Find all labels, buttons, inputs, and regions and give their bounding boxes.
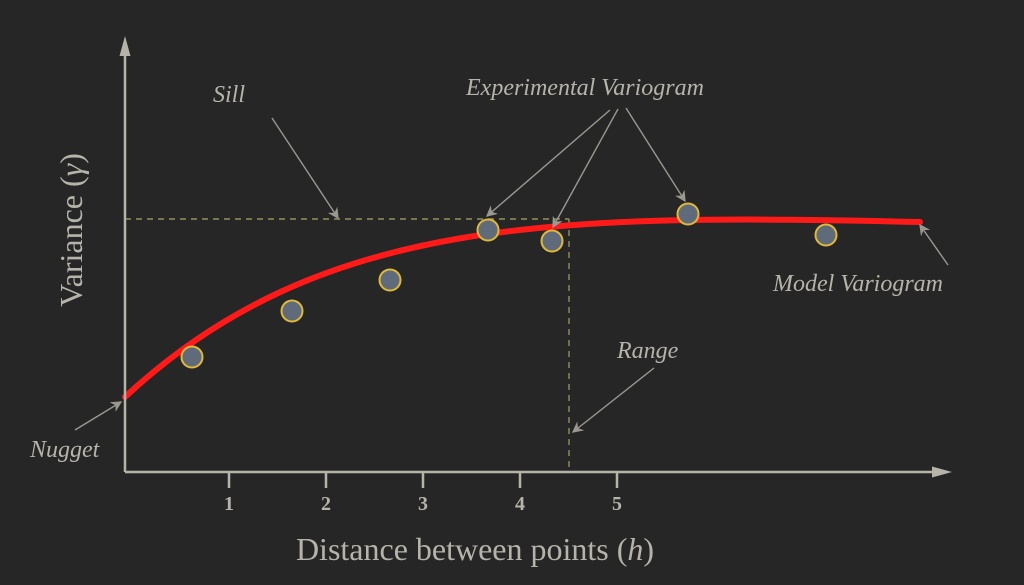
x-tick-label: 4 — [515, 493, 525, 515]
x-tick-label: 3 — [418, 493, 428, 515]
experimental-point — [478, 220, 499, 241]
nugget-label: Nugget — [29, 437, 101, 463]
variogram-svg: 1 2 3 4 5 Sill Nugget Range Experimental Variogr… — [0, 0, 1024, 585]
x-axis-label: Distance between points (h) — [296, 531, 654, 567]
y-axis-label: Variance (γ) — [53, 153, 89, 307]
x-tick-label: 5 — [612, 493, 622, 515]
x-tick-label: 2 — [321, 493, 331, 515]
experimental-point — [182, 347, 203, 368]
sill-label: Sill — [213, 82, 245, 108]
variogram-figure: 1 2 3 4 5 Sill Nugget Range Experimental Variogr… — [0, 0, 1024, 585]
experimental-point — [542, 231, 563, 252]
experimental-point — [678, 204, 699, 225]
model-variogram-label: Model Variogram — [772, 271, 943, 297]
x-tick-label: 1 — [224, 493, 234, 515]
experimental-point — [282, 301, 303, 322]
experimental-variogram-label: Experimental Variogram — [465, 75, 704, 101]
experimental-point — [380, 270, 401, 291]
experimental-point — [816, 225, 837, 246]
range-label: Range — [616, 338, 679, 364]
